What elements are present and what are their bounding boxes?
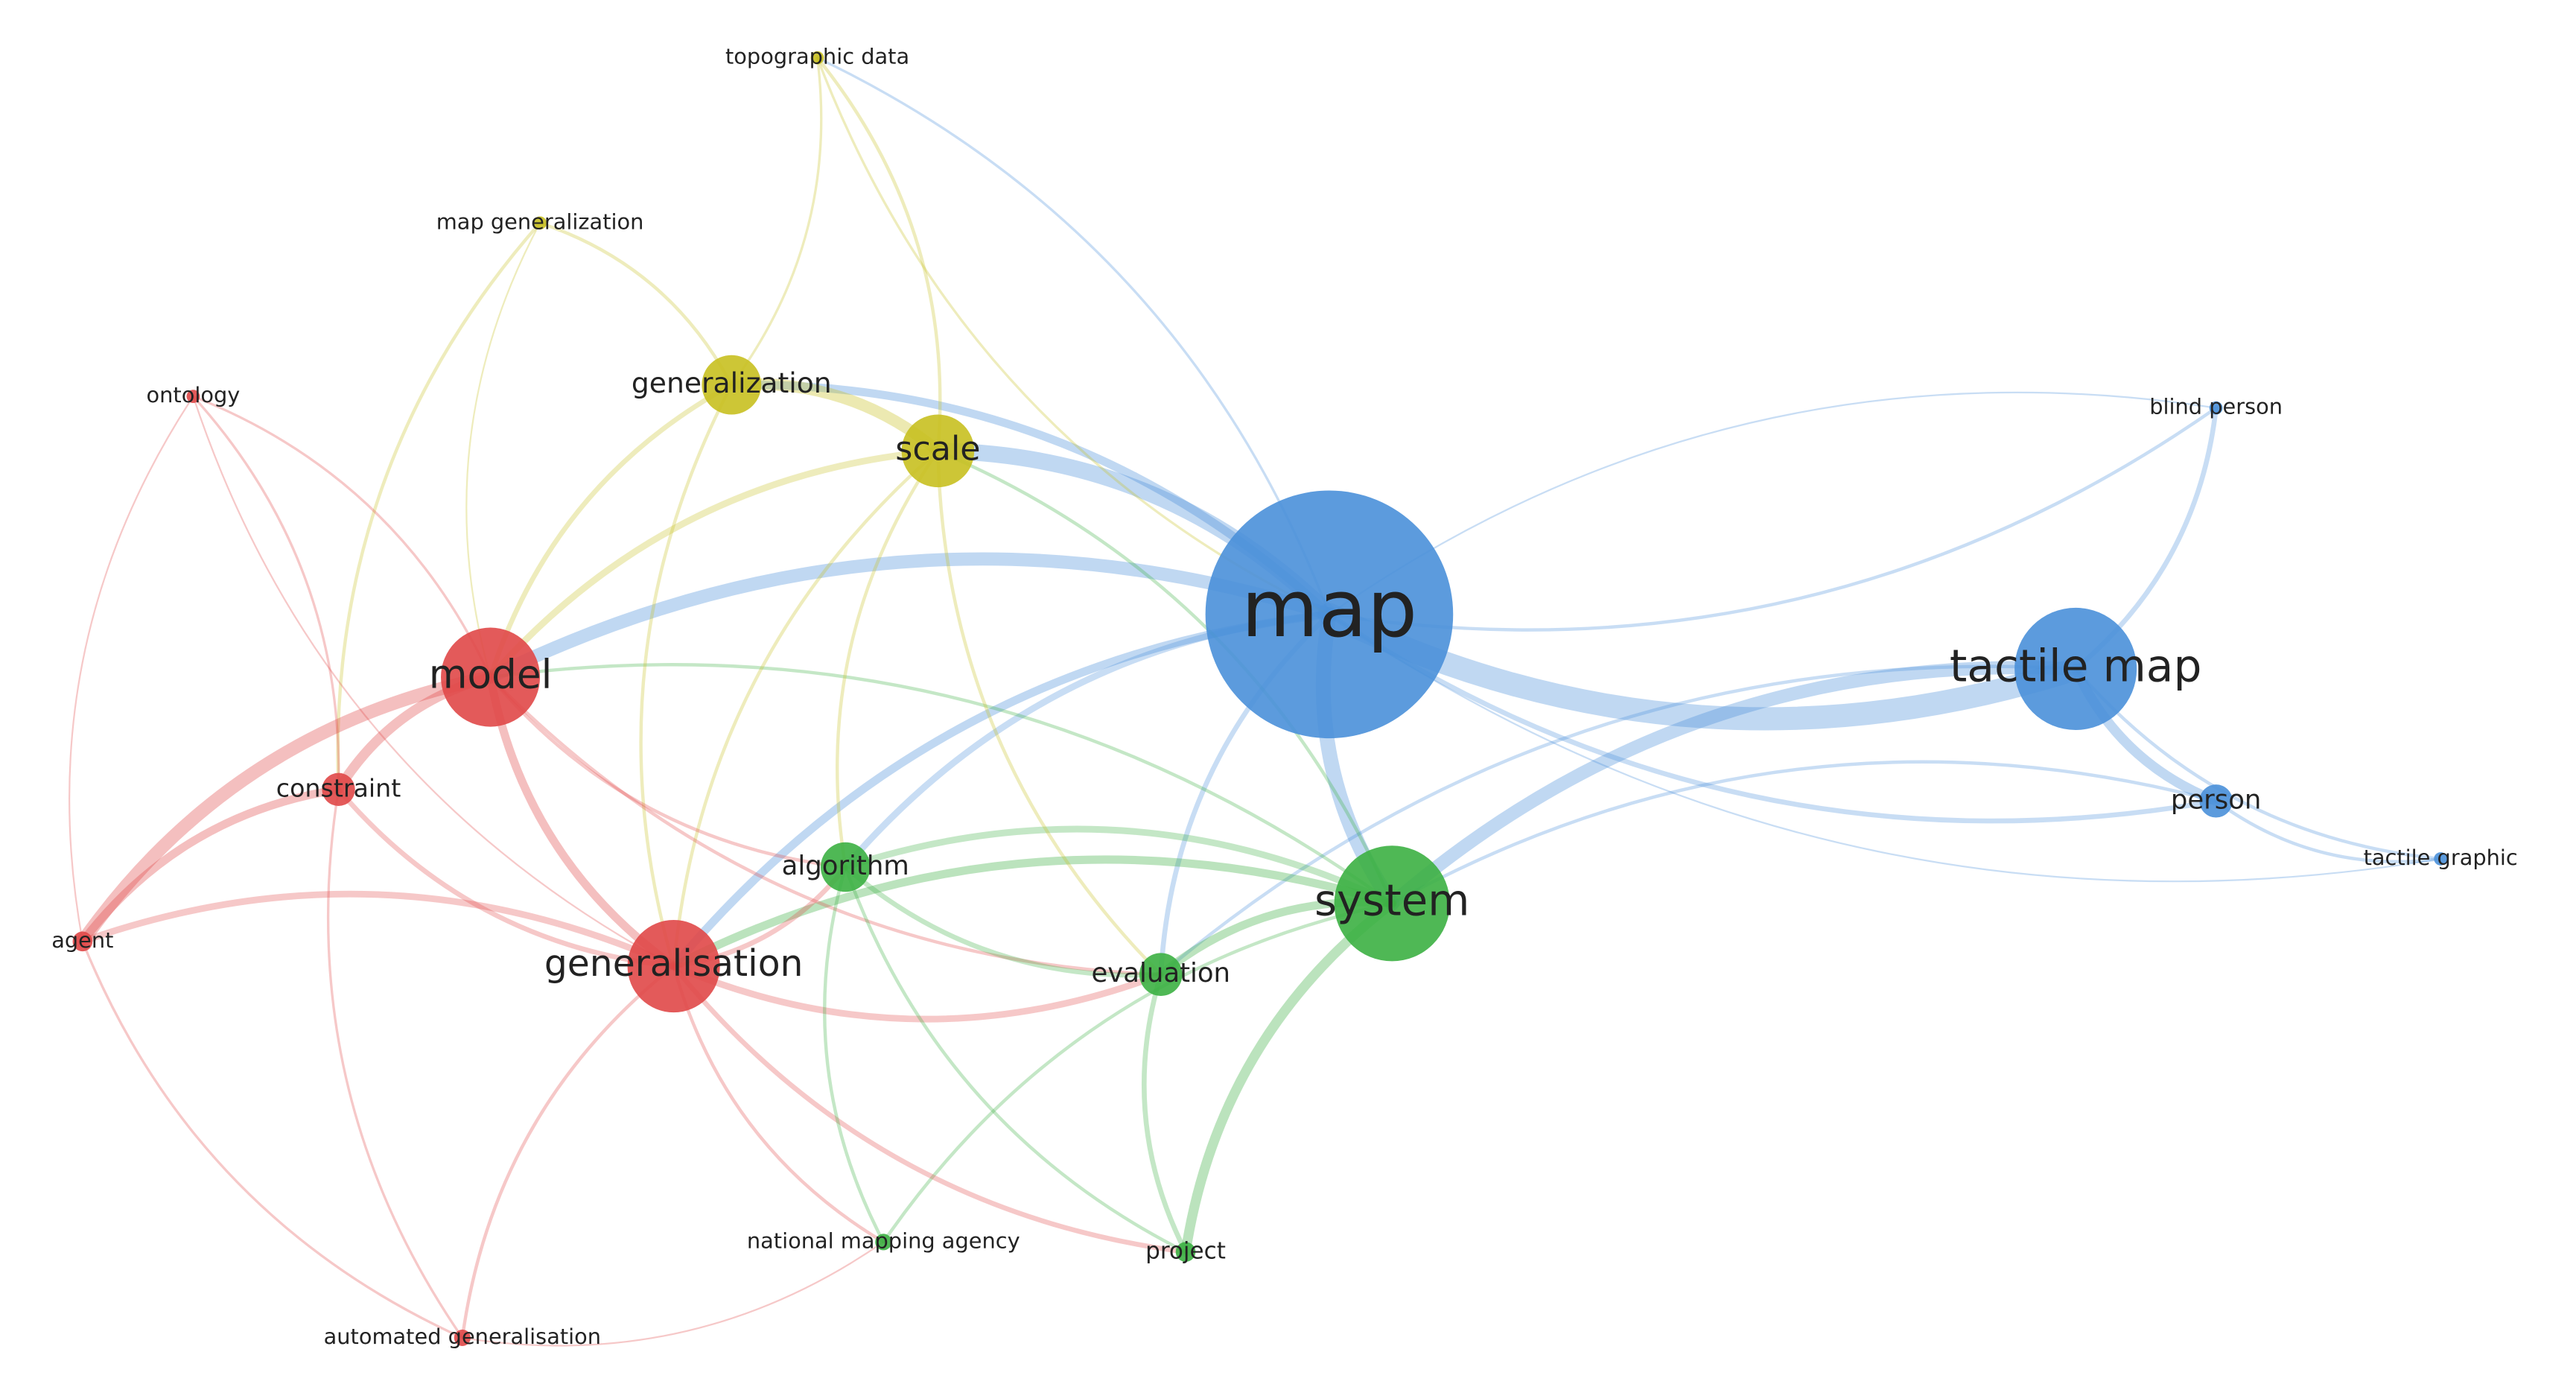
link (842, 825, 1396, 907)
node (702, 355, 762, 415)
link (483, 552, 1336, 684)
node (810, 51, 824, 65)
link (1390, 760, 2218, 906)
link (1159, 664, 2078, 977)
node-label: generalization (632, 366, 832, 399)
link (2073, 667, 2443, 861)
node-label: map generalization (436, 209, 644, 234)
node-label: person (2171, 784, 2262, 815)
link (1328, 391, 2217, 615)
node (1205, 490, 1454, 739)
link (79, 890, 678, 970)
node (2209, 401, 2223, 415)
node-label: automated generalisation (324, 1324, 601, 1349)
link (75, 670, 497, 948)
node (627, 919, 720, 1013)
node-label: scale (895, 430, 980, 468)
labels: topographic data map generalization genera… (51, 44, 2518, 1349)
link (1385, 661, 2083, 910)
node-label: model (429, 652, 553, 698)
node-label: algorithm (782, 851, 909, 881)
link (336, 221, 542, 792)
link (191, 395, 340, 791)
node-label: tactile graphic (2364, 845, 2518, 870)
link (78, 785, 343, 946)
link (1326, 612, 2219, 824)
link (326, 788, 464, 1339)
node (2199, 784, 2233, 818)
node (441, 627, 541, 727)
node (2434, 852, 2448, 866)
link (461, 1241, 885, 1347)
node-label: agent (51, 927, 113, 953)
node (821, 842, 871, 892)
node-label: national mapping agency (747, 1228, 1020, 1253)
link (538, 221, 734, 387)
link (488, 382, 734, 680)
node-label: ontology (147, 382, 241, 407)
link (730, 56, 823, 387)
node (72, 931, 93, 952)
node-label: project (1145, 1238, 1226, 1265)
node (186, 390, 200, 403)
node (1139, 953, 1183, 996)
link (670, 855, 1396, 971)
link (487, 447, 941, 681)
link (69, 396, 194, 942)
link (81, 940, 464, 1339)
node (322, 772, 355, 806)
link (670, 962, 1165, 1023)
link (836, 449, 940, 869)
link (1180, 898, 1397, 1257)
link (192, 396, 675, 968)
link (842, 864, 1164, 978)
link (489, 675, 847, 869)
node-label: constraint (276, 773, 401, 802)
node (1334, 845, 1450, 962)
node-label: evaluation (1091, 958, 1230, 988)
nodes (72, 51, 2448, 1347)
link (815, 56, 942, 453)
node-label: topographic data (725, 44, 909, 69)
link (672, 449, 940, 968)
link (191, 395, 492, 679)
link (844, 865, 1188, 1254)
link (1141, 971, 1189, 1254)
node-label: system (1314, 875, 1469, 925)
link (465, 222, 541, 679)
node (875, 1234, 892, 1251)
link (489, 675, 1163, 977)
node (1175, 1242, 1196, 1262)
link (1327, 406, 2218, 632)
node (533, 216, 547, 230)
link (672, 964, 885, 1244)
node-label: blind person (2149, 394, 2283, 419)
link (882, 901, 1394, 1244)
node (454, 1329, 471, 1347)
link (489, 663, 1394, 906)
link (460, 964, 675, 1340)
node (2014, 607, 2137, 731)
node-label: generalisation (544, 942, 804, 985)
link (822, 865, 885, 1244)
link (936, 449, 1163, 977)
link (336, 787, 676, 969)
link (671, 963, 1189, 1254)
link (639, 383, 734, 968)
link (2214, 799, 2443, 863)
node-label: map (1241, 563, 1417, 656)
node (901, 414, 975, 488)
link (1328, 613, 2442, 883)
node-label: tactile map (1950, 641, 2202, 693)
